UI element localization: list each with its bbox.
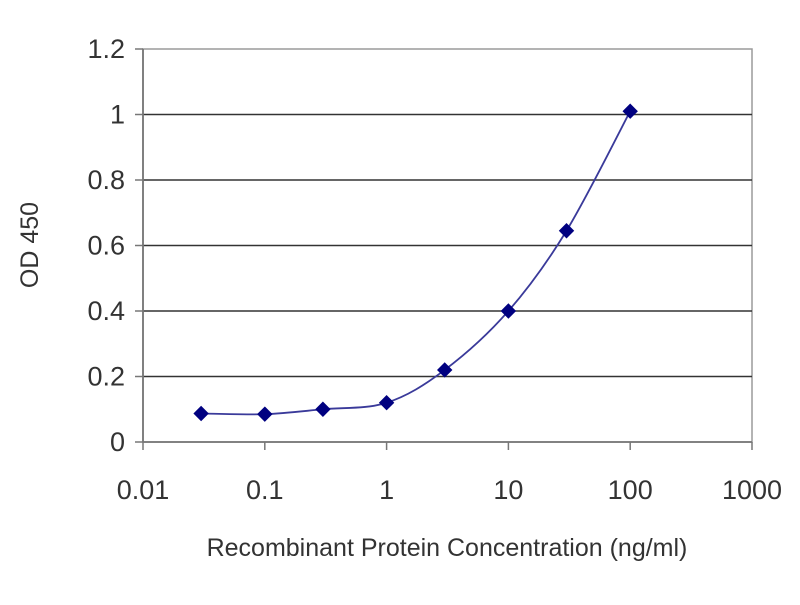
data-point — [500, 303, 517, 319]
x-tick-label: 1000 — [722, 475, 782, 505]
data-point — [257, 406, 273, 422]
y-tick-label: 1.2 — [87, 34, 125, 64]
data-point — [315, 401, 331, 417]
y-tick-label: 1 — [110, 100, 125, 130]
data-point — [193, 405, 209, 422]
data-point — [622, 103, 638, 119]
y-axis-title: OD 450 — [16, 202, 44, 288]
data-point — [378, 394, 395, 411]
tick-labels: 0 0.2 0.4 0.6 0.8 1 1.2 0.01 0.1 1 10 100 1000 — [87, 34, 782, 505]
y-tick-label: 0.4 — [87, 296, 125, 326]
y-tick-label: 0.6 — [87, 231, 125, 261]
y-tick-label: 0 — [110, 427, 125, 457]
x-axis-title: Recombinant Protein Concentration (ng/ml… — [207, 534, 688, 562]
axes — [135, 48, 753, 450]
x-tick-label: 1 — [379, 475, 394, 505]
data-point — [437, 362, 453, 378]
series-layer — [193, 103, 638, 422]
y-tick-label: 0.8 — [87, 165, 125, 195]
x-tick-label: 100 — [608, 475, 653, 505]
gridlines — [143, 113, 752, 378]
data-point — [558, 223, 575, 239]
x-tick-label: 10 — [493, 475, 523, 505]
x-tick-label: 0.01 — [117, 475, 170, 505]
x-tick-label: 0.1 — [246, 475, 284, 505]
y-tick-label: 0.2 — [87, 362, 125, 392]
